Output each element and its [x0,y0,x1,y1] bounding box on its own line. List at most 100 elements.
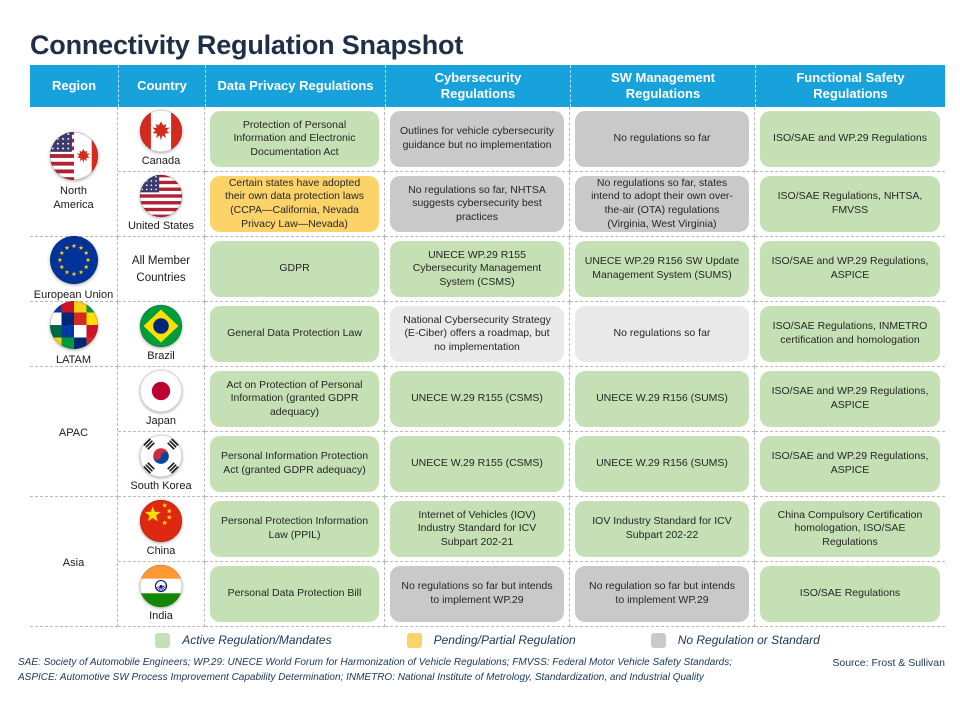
regulation-text: Protection of Personal Information and E… [233,118,356,158]
region-cell-european-union: European Union [30,236,118,302]
regulation-text: Personal Protection Information Law (PPI… [220,515,369,541]
country-label: China [146,545,176,558]
footer: SAE: Society of Automobile Engineers; WP… [18,655,945,685]
regulation-text: China Compulsory Certification homologat… [777,508,923,548]
regulation-text: UNECE WP.29 R155 Cybersecurity Managemen… [412,248,542,288]
regulation-pill: ISO/SAE Regulations [760,566,940,622]
country-cell-south-korea: South Korea [118,432,205,497]
regulation-text: UNECE W.29 R156 (SUMS) [596,457,728,470]
region-cell-north-america: North America [30,107,118,237]
regulation-text: Outlines for vehicle cybersecurity guida… [399,125,555,151]
regulation-text: Certain states have adopted their own da… [225,176,364,230]
cell-all-member-countries-privacy: GDPR [205,237,385,302]
region-label: European Union [33,289,114,302]
legend-item-no-regulation-or-standard: No Regulation or Standard [650,632,820,648]
regulation-pill: General Data Protection Law [210,306,379,362]
regulation-text: No regulations so far [613,327,711,340]
regulation-table: Region Country Data Privacy Regulations Cyb… [30,65,945,627]
cell-china-privacy: Personal Protection Information Law (PPI… [205,497,385,562]
regulation-pill: ISO/SAE Regulations, NHTSA, FMVSS [760,176,940,232]
regulation-text: UNECE W.29 R155 (CSMS) [411,392,543,405]
region-cell-asia: Asia [30,497,118,627]
cell-all-member-countries-sw: UNECE WP.29 R156 SW Update Management Sy… [570,237,755,302]
cell-united-states-cyber: No regulations so far, NHTSA suggests cy… [385,172,570,237]
footnote-line-2: ASPICE: Automotive SW Process Improvemen… [18,672,704,683]
header-label: Country [137,77,187,93]
cell-brazil-safety: ISO/SAE Regulations, INMETRO certificati… [755,302,945,367]
regulation-pill: No regulations so far, states intend to … [575,176,749,232]
cell-china-sw: IOV Industry Standard for ICV Subpart 20… [570,497,755,562]
regulation-text: No regulations so far, states intend to … [591,176,733,230]
regulation-pill: No regulations so far [575,111,749,167]
header-cell-sw: SW Management Regulations [570,65,755,107]
cell-united-states-sw: No regulations so far, states intend to … [570,172,755,237]
cell-united-states-privacy: Certain states have adopted their own da… [205,172,385,237]
country-label: Brazil [147,350,175,363]
header-cell-region: Region [30,65,118,107]
regulation-text: Internet of Vehicles (IOV) Industry Stan… [417,508,537,548]
regulation-text: ISO/SAE Regulations, INMETRO certificati… [772,320,928,346]
country-label: All Member Countries [131,255,191,284]
country-label: United States [127,220,195,233]
cell-canada-safety: ISO/SAE and WP.29 Regulations [755,107,945,172]
regulation-pill: Personal Data Protection Bill [210,566,379,622]
country-label: Japan [146,415,176,428]
regulation-text: UNECE W.29 R155 (CSMS) [411,457,543,470]
country-cell-canada: Canada [118,107,205,172]
regulation-pill: UNECE W.29 R156 (SUMS) [575,371,749,427]
cell-japan-safety: ISO/SAE and WP.29 Regulations, ASPICE [755,367,945,432]
legend-item-pending-partial-regulation: Pending/Partial Regulation [406,632,576,648]
header-cell-safety: Functional Safety Regulations [755,65,945,107]
country-cell-china: China [118,497,205,562]
legend-label: Pending/Partial Regulation [433,633,576,647]
cell-south-korea-privacy: Personal Information Protection Act (gra… [205,432,385,497]
legend-label: No Regulation or Standard [677,633,820,647]
south-korea-flag-icon [139,434,183,478]
country-cell-india: India [118,562,205,627]
regulation-pill: No regulation so far but intends to impl… [575,566,749,622]
regulation-text: UNECE WP.29 R156 SW Update Management Sy… [584,255,740,281]
cell-canada-sw: No regulations so far [570,107,755,172]
united-states-flag-icon [139,174,183,218]
regulation-pill: IOV Industry Standard for ICV Subpart 20… [575,501,749,557]
legend: Active Regulation/Mandates Pending/Partia… [30,629,945,651]
country-cell-all-member-countries: All Member Countries [118,237,205,302]
cell-brazil-sw: No regulations so far [570,302,755,367]
source-label: Source: Frost & Sullivan [832,657,945,669]
regulation-text: IOV Industry Standard for ICV Subpart 20… [592,515,732,541]
cell-canada-privacy: Protection of Personal Information and E… [205,107,385,172]
regulation-text: No regulations so far but intends to imp… [401,580,553,606]
cell-south-korea-cyber: UNECE W.29 R155 (CSMS) [385,432,570,497]
china-flag-icon [139,499,183,543]
regulation-pill: Personal Information Protection Act (gra… [210,436,379,492]
regulation-pill: UNECE WP.29 R155 Cybersecurity Managemen… [390,241,564,297]
cell-united-states-safety: ISO/SAE Regulations, NHTSA, FMVSS [755,172,945,237]
cell-japan-cyber: UNECE W.29 R155 (CSMS) [385,367,570,432]
regulation-text: ISO/SAE and WP.29 Regulations, ASPICE [771,255,929,281]
regulation-pill: GDPR [210,241,379,297]
footnote-line-1: SAE: Society of Automobile Engineers; WP… [18,657,733,668]
page-title: Connectivity Regulation Snapshot [30,30,464,60]
header-label: SW Management Regulations [610,69,715,101]
cell-brazil-cyber: National Cybersecurity Strategy (E-Ciber… [385,302,570,367]
region-label: Asia [62,556,85,569]
header-label: Region [51,77,97,93]
regulation-text: Personal Data Protection Bill [227,587,362,600]
regulation-pill: Protection of Personal Information and E… [210,111,379,167]
legend-swatch-none [650,632,666,648]
country-cell-united-states: United States [118,172,205,237]
cell-canada-cyber: Outlines for vehicle cybersecurity guida… [385,107,570,172]
cell-india-privacy: Personal Data Protection Bill [205,562,385,627]
country-cell-japan: Japan [118,367,205,432]
regulation-pill: Personal Protection Information Law (PPI… [210,501,379,557]
country-label: India [149,610,173,623]
legend-swatch-active [155,632,171,648]
regulation-text: ISO/SAE Regulations, NHTSA, FMVSS [777,190,923,216]
cell-south-korea-safety: ISO/SAE and WP.29 Regulations, ASPICE [755,432,945,497]
header-label: Functional Safety Regulations [796,69,905,101]
cell-japan-privacy: Act on Protection of Personal Informatio… [205,367,385,432]
regulation-pill: National Cybersecurity Strategy (E-Ciber… [390,306,564,362]
header-cell-privacy: Data Privacy Regulations [205,65,385,107]
brazil-flag-icon [139,304,183,348]
cell-india-cyber: No regulations so far but intends to imp… [385,562,570,627]
